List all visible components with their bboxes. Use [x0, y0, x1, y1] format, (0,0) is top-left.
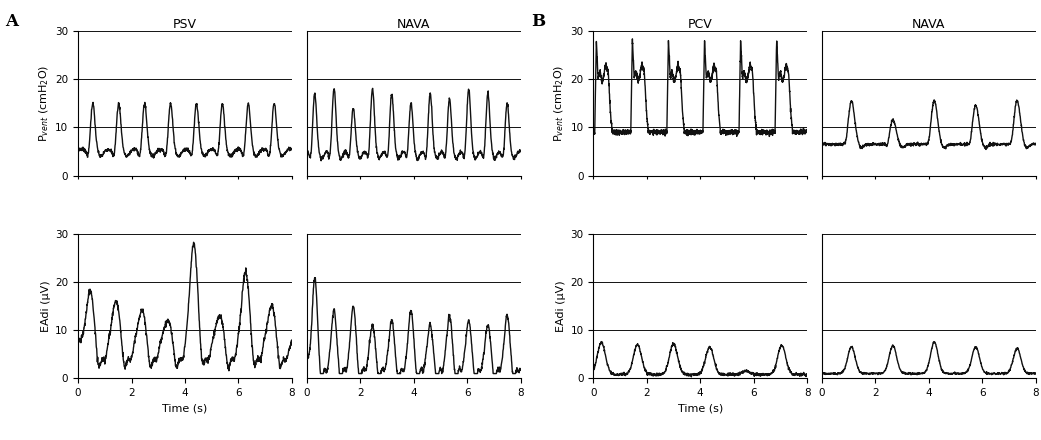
Title: NAVA: NAVA: [397, 18, 430, 31]
Y-axis label: EAdi (μV): EAdi (μV): [41, 280, 51, 332]
X-axis label: Time (s): Time (s): [678, 403, 722, 414]
Y-axis label: P$_{vent}$ (cmH$_2$O): P$_{vent}$ (cmH$_2$O): [553, 65, 566, 142]
Title: NAVA: NAVA: [912, 18, 945, 31]
Title: PCV: PCV: [688, 18, 713, 31]
Y-axis label: P$_{vent}$ (cmH$_2$O): P$_{vent}$ (cmH$_2$O): [37, 65, 51, 142]
Text: A: A: [5, 13, 18, 30]
Title: PSV: PSV: [173, 18, 197, 31]
Text: B: B: [531, 13, 545, 30]
X-axis label: Time (s): Time (s): [162, 403, 207, 414]
Y-axis label: EAdi (μV): EAdi (μV): [556, 280, 566, 332]
